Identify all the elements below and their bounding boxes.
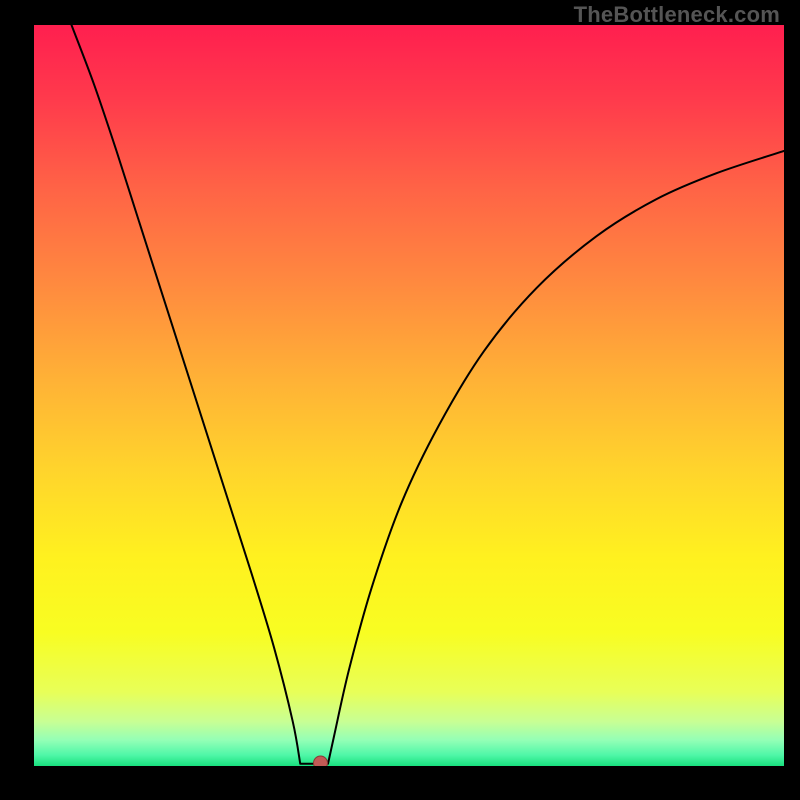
minimum-marker: [314, 756, 328, 766]
chart-stage: TheBottleneck.com: [0, 0, 800, 800]
plot-area: [34, 25, 784, 766]
watermark-text: TheBottleneck.com: [574, 2, 780, 28]
curve-layer: [34, 25, 784, 766]
bottleneck-curve: [72, 25, 785, 764]
